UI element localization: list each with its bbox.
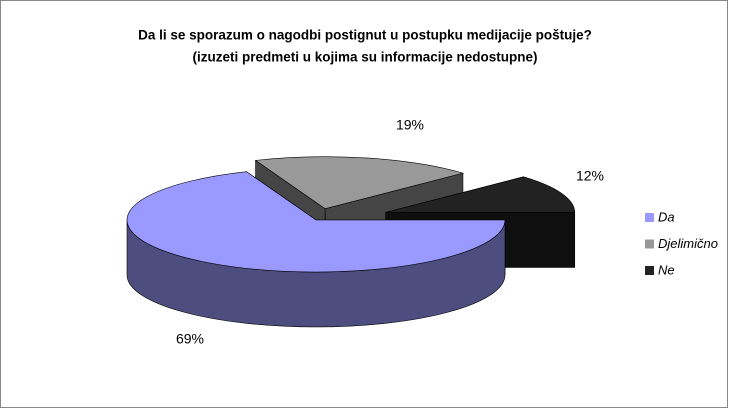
legend-label: Da (658, 209, 675, 224)
slice-top (254, 156, 465, 210)
data-label: 69% (176, 331, 204, 347)
legend-swatch (645, 266, 654, 275)
legend-swatch (645, 213, 654, 222)
slice-top (385, 176, 576, 213)
slice-top (126, 171, 506, 273)
chart-subtitle: (izuzeti predmeti u kojima su informacij… (192, 50, 537, 65)
legend-label: Ne (658, 262, 675, 277)
data-label: 19% (396, 117, 424, 133)
pie-slice (126, 171, 506, 328)
legend-label: Djelimično (658, 236, 718, 251)
chart-title: Da li se sporazum o nagodbi postignut u … (138, 28, 592, 43)
data-label: 12% (576, 168, 604, 184)
legend-swatch (645, 239, 654, 249)
